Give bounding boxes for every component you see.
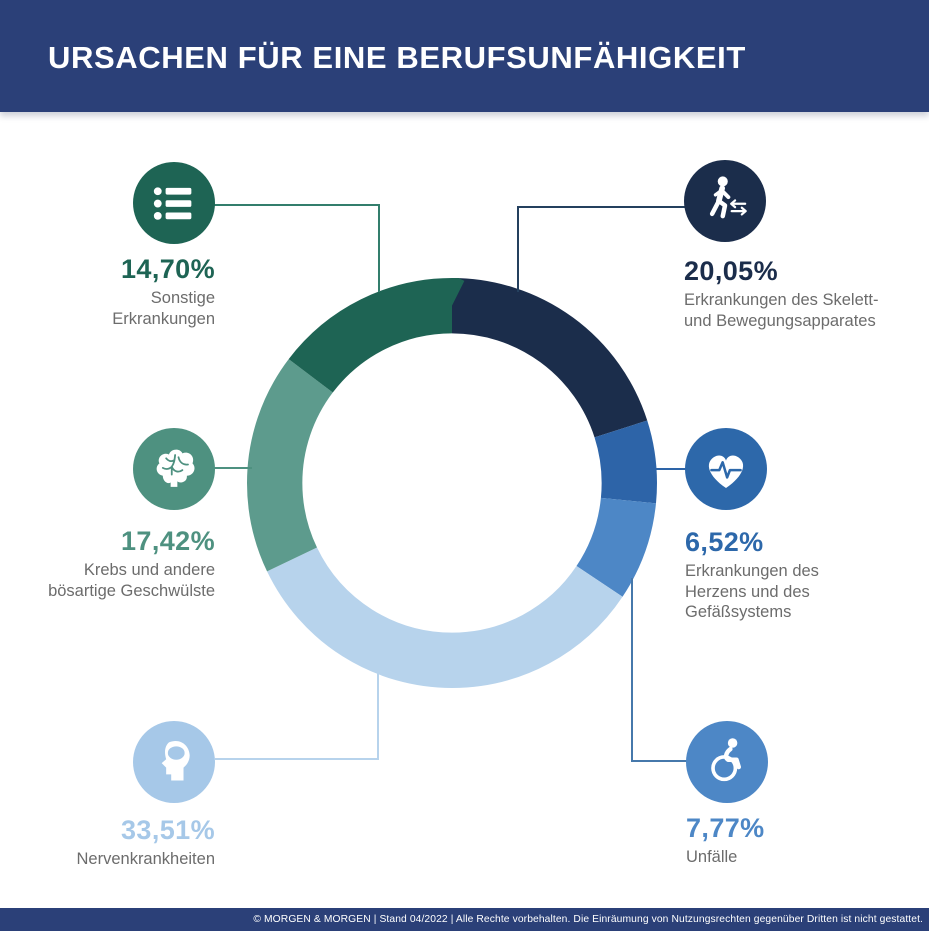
connector-nerven-v — [377, 670, 379, 760]
callout-skelett-bewegungsapparat: 20,05% Erkrankungen des Skelett- und Bew… — [684, 160, 929, 331]
connector-sonstige-v — [378, 204, 380, 292]
percent-value: 20,05% — [684, 256, 778, 286]
percent-value: 7,77% — [686, 813, 765, 843]
walking-person-icon — [684, 160, 766, 242]
percent-value: 14,70% — [121, 254, 215, 284]
header-bar: URSACHEN FÜR EINE BERUFSUNFÄHIGKEIT — [0, 0, 929, 112]
percent-label: Erkrankungen des Herzens und des Gefäßsy… — [685, 562, 819, 622]
connector-sonstige-h — [212, 204, 380, 206]
connector-unfaelle-h — [631, 760, 688, 762]
connector-unfaelle-v — [631, 578, 633, 762]
percent-label: Erkrankungen des Skelett- und Bewegungsa… — [684, 291, 879, 330]
percent-label: Nervenkrankheiten — [76, 850, 216, 868]
percent-label: Sonstige Erkrankungen — [112, 289, 215, 328]
callout-herz-gefaesssystem: 6,52% Erkrankungen des Herzens und des G… — [685, 428, 929, 623]
connector-skelett-v — [517, 206, 519, 292]
percent-label: Unfälle — [686, 848, 738, 866]
donut-segment-5 — [247, 278, 657, 688]
percent-label: Krebs und andere bösartige Geschwülste — [48, 561, 215, 600]
callout-krebs: 17,42% Krebs und andere bösartige Geschw… — [0, 428, 215, 601]
brain-icon — [133, 428, 215, 510]
donut-segment-1 — [247, 278, 657, 688]
callout-nervenkrankheiten: 33,51% Nervenkrankheiten — [0, 721, 215, 870]
page-title: URSACHEN FÜR EINE BERUFSUNFÄHIGKEIT — [48, 40, 746, 75]
percent-value: 17,42% — [121, 526, 215, 556]
footer-bar: © MORGEN & MORGEN | Stand 04/2022 | Alle… — [0, 908, 929, 931]
head-brain-icon — [133, 721, 215, 803]
connector-herz-h — [652, 468, 686, 470]
callout-unfaelle: 7,77% Unfälle — [686, 721, 929, 868]
donut-chart — [247, 278, 657, 688]
connector-skelett-h — [517, 206, 685, 208]
percent-value: 33,51% — [121, 815, 215, 845]
connector-krebs-h — [213, 467, 252, 469]
donut-segment-3 — [247, 278, 657, 688]
list-icon — [133, 162, 215, 244]
percent-value: 6,52% — [685, 527, 764, 557]
donut-segment-4 — [247, 278, 657, 688]
callout-sonstige-erkrankungen: 14,70% Sonstige Erkrankungen — [0, 162, 215, 329]
connector-nerven-h — [215, 758, 379, 760]
wheelchair-icon — [686, 721, 768, 803]
copyright-text: © MORGEN & MORGEN | Stand 04/2022 | Alle… — [253, 914, 923, 925]
heart-pulse-icon — [685, 428, 767, 510]
